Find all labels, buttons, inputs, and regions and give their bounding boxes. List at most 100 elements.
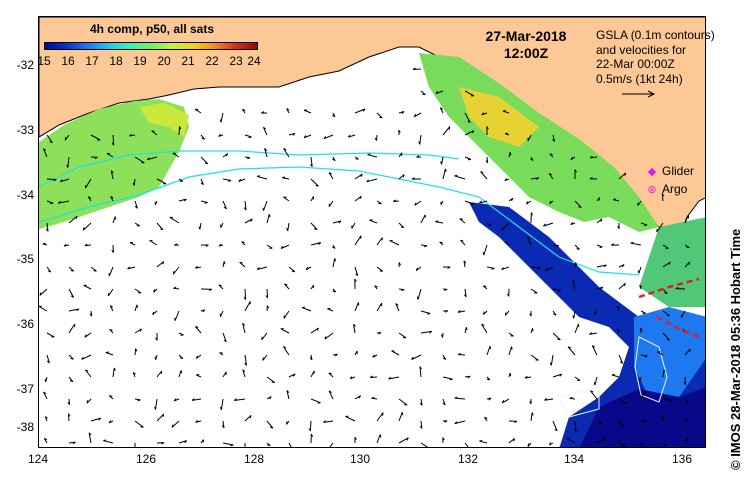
y-tick-label: -33 <box>16 123 34 137</box>
legend-glider: ◆ Glider <box>646 162 694 180</box>
sst-patch-gulf-warm <box>459 87 539 147</box>
colorbar-tick: 21 <box>181 54 195 68</box>
velocity-arrow <box>479 200 488 204</box>
velocity-arrow <box>310 398 321 404</box>
velocity-arrow-head <box>419 402 423 406</box>
velocity-arrow <box>611 374 620 378</box>
velocity-arrow <box>244 218 253 224</box>
velocity-arrow <box>244 200 247 211</box>
velocity-arrow-head <box>67 401 71 405</box>
velocity-arrow <box>662 310 670 317</box>
velocity-arrow <box>389 240 400 246</box>
velocity-arrow-head <box>569 396 573 399</box>
velocity-arrow <box>464 200 474 205</box>
velocity-arrow-head <box>233 398 237 401</box>
velocity-arrow-head <box>435 91 439 94</box>
velocity-arrow <box>454 397 466 400</box>
velocity-arrow-head <box>509 152 512 156</box>
velocity-arrow <box>244 134 252 138</box>
sst-patch-west-warm <box>139 103 189 137</box>
velocity-arrow <box>596 264 607 268</box>
velocity-arrow-head <box>589 177 593 180</box>
velocity-arrow-head <box>162 261 165 265</box>
velocity-arrow-head <box>548 442 552 446</box>
velocity-arrow-head <box>573 428 577 432</box>
velocity-arrow-head <box>369 375 373 378</box>
velocity-arrow-head <box>388 376 392 380</box>
velocity-arrow <box>435 221 444 224</box>
velocity-arrow-head <box>241 241 245 243</box>
velocity-arrow <box>684 376 686 385</box>
velocity-arrow-head <box>323 420 327 423</box>
velocity-arrow <box>222 442 234 446</box>
velocity-arrow-head <box>129 133 133 137</box>
velocity-arrow <box>370 376 378 378</box>
velocity-arrow <box>618 442 626 447</box>
velocity-arrow-head <box>505 132 509 135</box>
velocity-arrow-head <box>261 111 265 114</box>
velocity-arrow <box>369 219 378 224</box>
velocity-arrow-head <box>440 161 443 165</box>
velocity-arrow <box>508 346 512 356</box>
velocity-arrow <box>463 260 466 268</box>
legend-glider-label: Glider <box>662 164 695 178</box>
velocity-arrow-head <box>620 425 624 428</box>
velocity-arrow <box>256 175 268 180</box>
velocity-arrow-head <box>265 295 269 299</box>
velocity-arrow <box>501 398 510 404</box>
velocity-arrow <box>486 266 495 269</box>
velocity-arrow <box>67 413 70 422</box>
velocity-arrow <box>288 266 296 273</box>
credit-text: © IMOS 28-Mar-2018 05:36 Hobart Time <box>728 228 743 470</box>
velocity-arrow-head <box>689 348 691 352</box>
velocity-arrow <box>303 109 312 114</box>
velocity-arrow-head <box>110 195 114 199</box>
velocity-arrow-head <box>284 283 288 286</box>
velocity-arrow-head <box>201 137 205 140</box>
velocity-arrow <box>684 348 691 356</box>
velocity-arrow <box>60 178 70 183</box>
velocity-arrow-head <box>572 315 575 319</box>
velocity-arrow-head <box>525 201 529 205</box>
velocity-arrow-head <box>482 252 485 256</box>
x-tick-label: 134 <box>563 452 585 466</box>
velocity-arrow <box>288 442 292 447</box>
velocity-arrow-head <box>398 129 401 133</box>
velocity-arrow-head <box>416 155 420 158</box>
velocity-arrow <box>376 237 383 246</box>
velocity-arrow-head <box>419 425 423 429</box>
velocity-arrow-head <box>353 323 356 327</box>
velocity-arrow-head <box>266 305 270 309</box>
velocity-arrow <box>419 366 422 378</box>
colorbar-tick: 23 <box>229 54 243 68</box>
velocity-arrow-head <box>43 148 47 151</box>
velocity-arrow-head <box>457 310 461 313</box>
velocity-arrow-head <box>442 357 446 361</box>
velocity-arrow-head <box>349 376 353 380</box>
velocity-arrow <box>454 175 466 180</box>
velocity-arrow <box>112 216 116 224</box>
velocity-arrow <box>596 218 603 224</box>
velocity-arrow-head <box>103 439 107 442</box>
velocity-arrow-head <box>230 444 234 447</box>
velocity-arrow <box>266 420 274 429</box>
velocity-arrow-head <box>442 437 445 441</box>
velocity-arrow <box>573 310 576 319</box>
velocity-arrow <box>68 441 76 444</box>
velocity-arrow <box>640 391 646 400</box>
velocity-arrow <box>457 310 466 313</box>
velocity-arrow-head <box>485 160 489 164</box>
velocity-arrow-head <box>173 286 177 289</box>
velocity-arrow <box>640 222 648 226</box>
velocity-arrow <box>398 222 405 229</box>
velocity-arrow <box>376 302 383 312</box>
velocity-arrow <box>354 302 359 312</box>
colorbar-tick: 17 <box>85 54 99 68</box>
velocity-arrow-head <box>575 262 578 266</box>
velocity-arrow-head <box>303 135 307 139</box>
velocity-arrow-head <box>619 361 624 364</box>
velocity-arrow <box>354 395 361 400</box>
velocity-arrow-head <box>666 338 670 341</box>
velocity-arrow <box>328 200 334 207</box>
velocity-arrow <box>147 156 158 161</box>
